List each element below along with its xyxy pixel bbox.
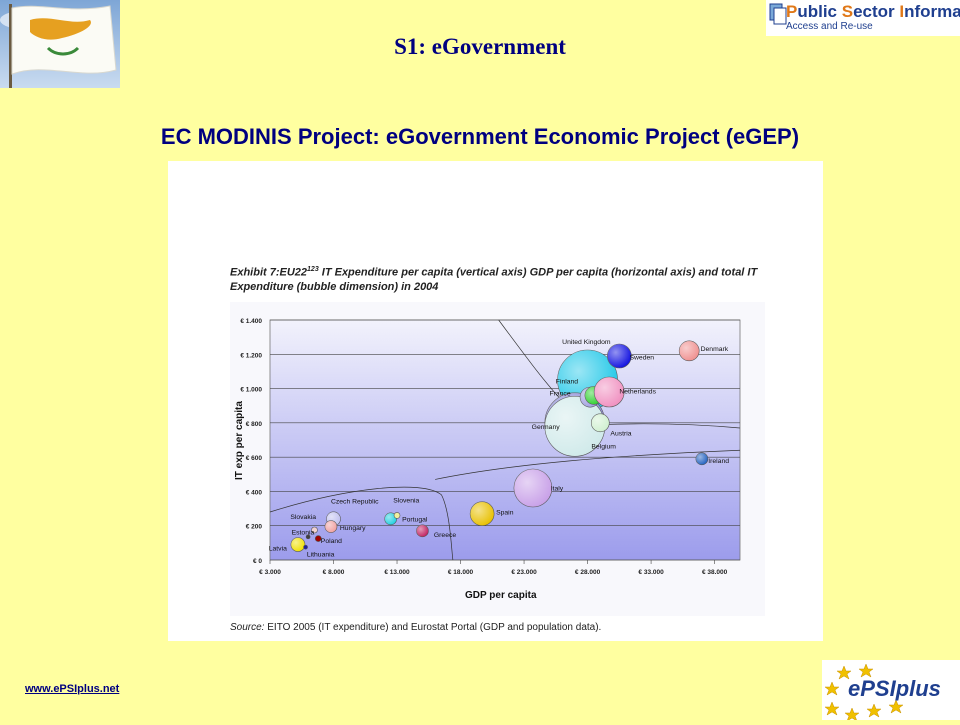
bubble-highlight — [594, 377, 625, 407]
epsiplus-logo-graphic: ePSIplus — [824, 663, 941, 722]
bubble-chart: € 0 € 200 € 400 € 600 € 800 € 1.000 € 1.200 € 1… — [234, 318, 741, 601]
x-tick-label: € 13.000 — [384, 569, 410, 576]
slide-heading: EC MODINIS Project: eGovernment Economic… — [160, 124, 800, 149]
bubble-highlight — [679, 340, 700, 361]
point-label: Italy — [551, 486, 564, 493]
bubble-highlight — [607, 344, 632, 368]
bubble-highlight — [470, 501, 495, 526]
point-label: Finland — [556, 378, 579, 385]
x-tick-label: € 3.000 — [259, 569, 281, 576]
point-label: Slovakia — [290, 514, 316, 521]
point-label: Belgium — [591, 444, 616, 451]
bubble-highlight — [384, 512, 397, 525]
chart-source: Source: EITO 2005 (IT expenditure) and E… — [230, 622, 602, 633]
logo-psi-subtitle: Access and Re-use — [786, 21, 873, 32]
x-tick-label: € 38.000 — [702, 569, 728, 576]
point-label: Lithuania — [307, 552, 335, 559]
point-label: Netherlands — [619, 389, 656, 396]
y-tick-label: € 400 — [246, 489, 263, 496]
bubble-highlight — [324, 520, 337, 533]
bubble-highlight — [695, 452, 708, 465]
y-tick-label: € 1.200 — [240, 352, 262, 359]
y-axis-label: IT exp per capita — [234, 401, 245, 480]
x-tick-label: € 23.000 — [511, 569, 537, 576]
website-link[interactable]: www.ePSIplus.net — [25, 683, 120, 695]
point-label: France — [549, 390, 570, 397]
point-label: Portugal — [402, 516, 428, 523]
point-label: Denmark — [701, 346, 729, 353]
chart-figure: Exhibit 7:EU22123 IT Expenditure per cap… — [168, 161, 823, 641]
point-label: United Kingdom — [562, 339, 611, 346]
plot-area: € 0 € 200 € 400 € 600 € 800 € 1.000 € 1.200 € 1… — [230, 302, 765, 616]
point-label: Greece — [434, 532, 457, 539]
point-label: Sweden — [629, 354, 654, 361]
bubble-slovenia — [393, 512, 401, 519]
x-tick-label: € 8.000 — [323, 569, 345, 576]
logo-psi-title: Public Sector Information — [786, 2, 960, 21]
point-label: Spain — [496, 510, 514, 517]
chart-caption: Exhibit 7:EU22123 IT Expenditure per cap… — [230, 266, 758, 293]
y-tick-label: € 600 — [246, 455, 263, 462]
y-tick-label: € 1.000 — [240, 387, 262, 394]
x-tick-label: € 28.000 — [575, 569, 601, 576]
plot-background — [269, 319, 741, 561]
trend-curve-mid — [435, 449, 741, 480]
y-tick-label: € 200 — [246, 524, 263, 531]
y-tick-label: € 1.400 — [240, 318, 262, 325]
point-label: Poland — [321, 538, 342, 545]
x-tick-label: € 33.000 — [638, 569, 664, 576]
point-label: Latvia — [269, 546, 287, 553]
bubble-estonia — [305, 534, 311, 540]
bubble-highlight — [513, 469, 552, 507]
point-label: Estonia — [292, 529, 315, 536]
epsiplus-logo-text: ePSIplus — [848, 676, 941, 701]
point-label: Hungary — [340, 525, 366, 532]
public-sector-information-logo: Public Sector Information Access and Re-… — [766, 0, 960, 36]
bubble-highlight — [290, 537, 305, 552]
y-tick-label: € 0 — [253, 558, 262, 565]
bubble-poland — [314, 535, 322, 542]
point-label: Austria — [610, 431, 631, 438]
x-axis-label: GDP per capita — [465, 590, 537, 601]
point-label: Slovenia — [393, 498, 419, 505]
point-label: Czech Republic — [331, 498, 379, 505]
bubble-highlight — [544, 396, 605, 457]
trend-curve-low — [269, 486, 454, 561]
point-label: Ireland — [708, 458, 729, 465]
bubble-highlight — [416, 524, 429, 537]
bubble-lithuania — [303, 544, 308, 550]
x-tick-label: € 18.000 — [448, 569, 474, 576]
bubble-slovakia — [311, 526, 318, 534]
slide-title: S1: eGovernment — [394, 34, 566, 59]
cyprus-flag-image — [0, 0, 120, 88]
epsiplus-logo: ePSIplus — [822, 660, 960, 722]
point-label: Germany — [532, 424, 561, 431]
document-icon — [769, 3, 787, 25]
bubble-highlight — [591, 413, 610, 432]
y-tick-label: € 800 — [246, 421, 263, 428]
